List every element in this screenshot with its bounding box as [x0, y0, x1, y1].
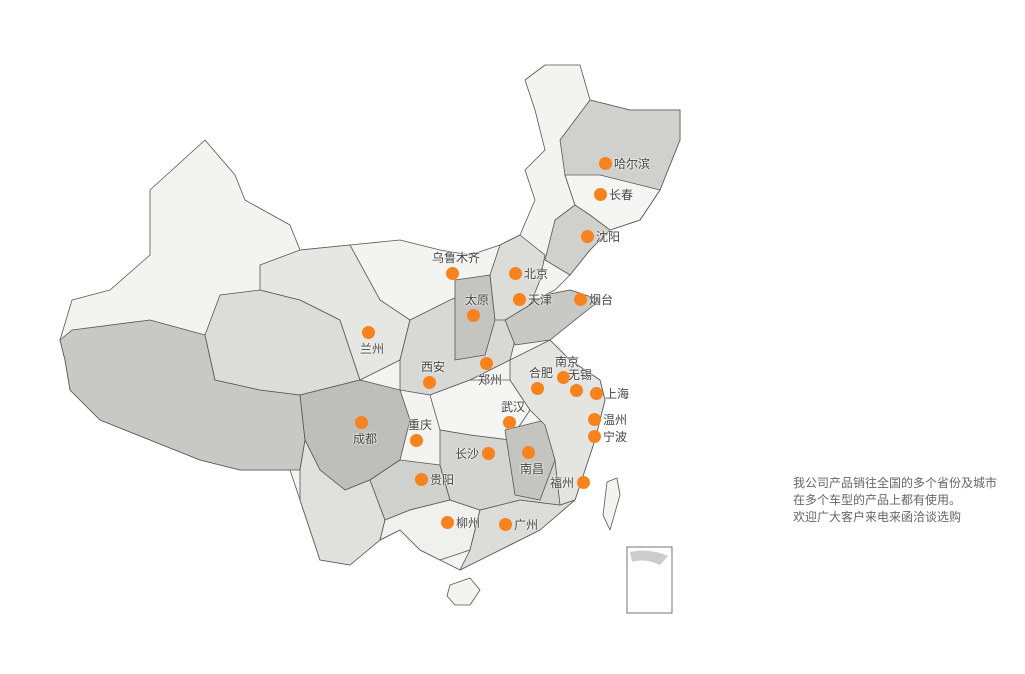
city-label: 烟台: [589, 293, 614, 307]
city-label: 无锡: [568, 368, 593, 382]
city-label: 武汉: [501, 400, 526, 414]
city-label: 温州: [603, 413, 628, 427]
city-label: 福州: [550, 476, 575, 490]
region-jiangxi: [504, 419, 556, 501]
city-marker-dot[interactable]: [498, 517, 512, 531]
city-label: 乌鲁木齐: [432, 251, 481, 265]
city-marker-dot[interactable]: [414, 472, 428, 486]
region-gansu: [259, 244, 411, 381]
city-marker-dot[interactable]: [587, 412, 601, 426]
city-label: 成都: [353, 432, 378, 446]
city-marker-dot[interactable]: [422, 375, 436, 389]
city-label: 郑州: [478, 373, 503, 387]
city-marker-dot[interactable]: [440, 515, 454, 529]
city-marker-dot[interactable]: [598, 156, 612, 170]
city-label: 合肥: [529, 366, 554, 380]
city-label: 上海: [605, 387, 630, 401]
city-marker-dot[interactable]: [573, 292, 587, 306]
city-label: 长春: [609, 188, 634, 202]
city-marker-dot[interactable]: [354, 415, 368, 429]
region-guangxi: [379, 499, 481, 561]
city-label: 沈阳: [596, 230, 621, 244]
city-marker-dot[interactable]: [580, 229, 594, 243]
city-marker-dot[interactable]: [361, 325, 375, 339]
info-line-2: 在多个车型的产品上都有使用。: [793, 493, 962, 507]
city-marker-dot[interactable]: [589, 386, 603, 400]
city-marker-dot[interactable]: [593, 187, 607, 201]
city-label: 南昌: [520, 462, 545, 476]
city-marker-dot[interactable]: [502, 415, 516, 429]
city-marker-dot[interactable]: [521, 445, 535, 459]
company-info-text: 我公司产品销往全国的多个省份及城市 在多个车型的产品上都有使用。 欢迎广大客户来…: [793, 475, 997, 526]
info-line-3: 欢迎广大客户来电来函洽谈选购: [793, 510, 962, 524]
city-marker-dot[interactable]: [466, 308, 480, 322]
city-marker-dot[interactable]: [508, 266, 522, 280]
city-label: 宁波: [603, 430, 628, 444]
island-hainan: [446, 577, 481, 606]
city-label: 重庆: [408, 418, 433, 432]
city-marker-dot[interactable]: [481, 446, 495, 460]
island-taiwan: [602, 477, 621, 531]
city-label: 哈尔滨: [614, 157, 651, 171]
city-marker-dot[interactable]: [445, 266, 459, 280]
city-label: 太原: [465, 293, 490, 307]
city-label: 兰州: [360, 342, 385, 356]
city-marker-dot[interactable]: [556, 370, 570, 384]
city-label: 天津: [528, 293, 553, 307]
city-marker-dot[interactable]: [409, 433, 423, 447]
city-marker-dot[interactable]: [569, 383, 583, 397]
info-line-1: 我公司产品销往全国的多个省份及城市: [793, 476, 998, 490]
city-marker-dot[interactable]: [512, 292, 526, 306]
city-marker-dot[interactable]: [530, 381, 544, 395]
city-marker-dot[interactable]: [576, 475, 590, 489]
region-jilin: [564, 174, 661, 231]
city-marker-dot[interactable]: [587, 429, 601, 443]
inset-land: [630, 550, 668, 565]
city-label: 北京: [524, 267, 549, 281]
city-label: 西安: [421, 360, 446, 374]
city-label: 南京: [555, 355, 580, 369]
city-label: 广州: [514, 518, 539, 532]
city-label: 长沙: [455, 447, 480, 461]
city-label: 柳州: [456, 516, 481, 530]
city-label: 贵阳: [430, 473, 455, 487]
city-marker-dot[interactable]: [479, 356, 493, 370]
